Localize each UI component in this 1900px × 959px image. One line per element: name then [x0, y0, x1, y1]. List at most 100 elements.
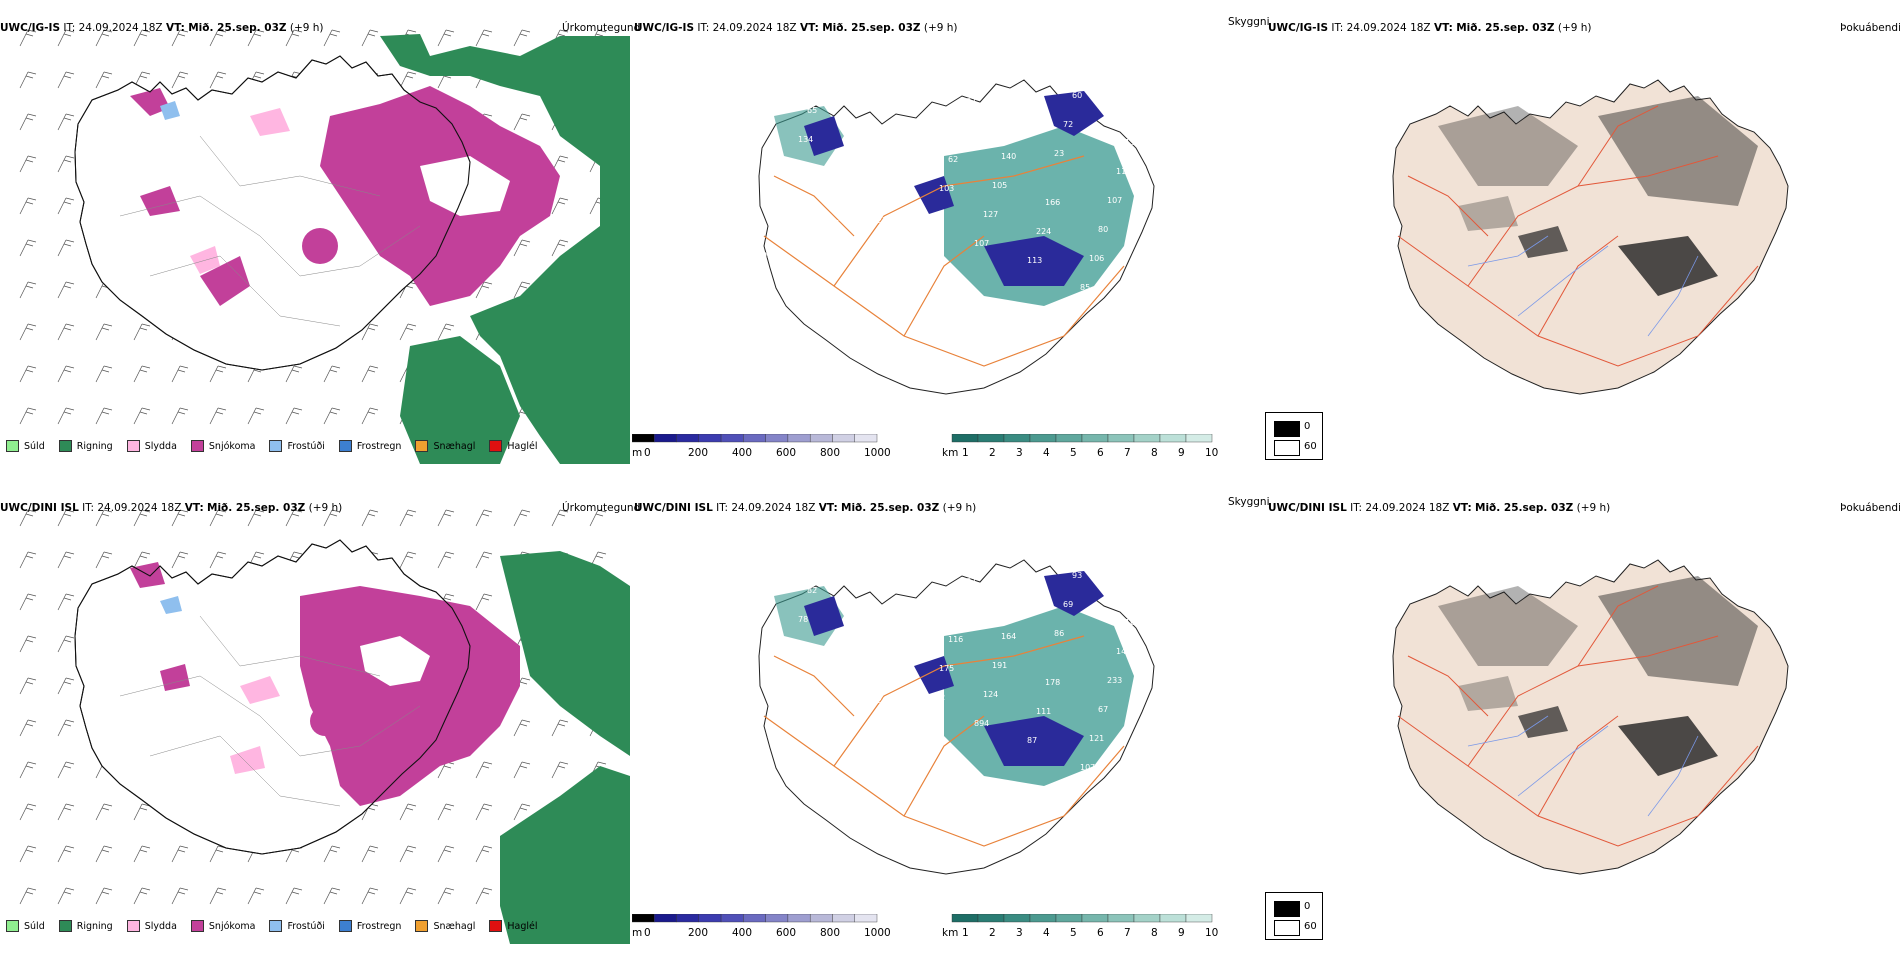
- legend-swatch: [58, 920, 72, 932]
- road: [833, 635, 1085, 767]
- cloud-height-label: 36: [957, 126, 967, 135]
- wind-barb: [209, 71, 227, 89]
- legend-label: Rigning: [76, 920, 113, 932]
- legend-swatch: [126, 920, 140, 932]
- cloud-height-label: 107: [1107, 196, 1122, 205]
- visibility-color-step: [1055, 433, 1083, 443]
- wind-barb: [209, 29, 227, 47]
- cloud-height-label: 38: [806, 277, 816, 286]
- wind-barb: [19, 677, 37, 695]
- cloud-height-label: 191: [992, 661, 1007, 670]
- wind-barb: [209, 887, 227, 905]
- cloud-height-label: 69: [771, 222, 781, 231]
- legend-swatch: [338, 920, 352, 932]
- cloud-height-label: 118: [842, 161, 857, 170]
- wind-barb: [361, 365, 379, 383]
- cloud-height-label: 112: [895, 158, 910, 167]
- fog-area: [1438, 106, 1578, 186]
- rivers: [1467, 715, 1699, 817]
- header-row1-cloud: UWC/IG-IS IT: 24.09.2024 18Z VT: Mið. 25…: [634, 22, 958, 34]
- legend-swatch: [190, 440, 204, 452]
- wind-barb: [19, 887, 37, 905]
- cloud-height-label: 87: [966, 97, 976, 106]
- wind-barb: [551, 239, 569, 257]
- cloud-height-label: 111: [1036, 707, 1051, 716]
- fog-key-swatch-light: [1274, 920, 1300, 936]
- ceiling-color-step: [698, 433, 722, 443]
- legend-swatch: [489, 440, 503, 452]
- legend-label: Haglél: [507, 920, 538, 932]
- wind-barb: [95, 407, 113, 425]
- legend-label: Frostregn: [356, 440, 402, 452]
- cloud-height-label: 97: [913, 580, 923, 589]
- road: [1397, 235, 1759, 367]
- legend-label: Súld: [24, 440, 45, 452]
- legend-item: Rigning: [58, 440, 113, 452]
- fog-area: [1458, 196, 1518, 231]
- it-value: 24.09.2024 18Z: [97, 502, 182, 514]
- it-label: IT:: [1350, 502, 1363, 514]
- wind-barb: [475, 845, 493, 863]
- road: [1577, 105, 1659, 187]
- legend-label: Slydda: [144, 440, 177, 452]
- wind-barb: [57, 155, 75, 173]
- wind-barb: [19, 197, 37, 215]
- wind-barb: [513, 761, 531, 779]
- fog-key-label: 60: [1304, 441, 1317, 452]
- visibility-tick-label: 8: [1151, 447, 1158, 459]
- cloud-height-label: 81: [1133, 280, 1143, 289]
- cloud-height-label: 65: [807, 106, 817, 115]
- legend-swatch: [6, 920, 19, 932]
- cloud-height-label: 103: [1125, 618, 1140, 627]
- wind-barb: [361, 845, 379, 863]
- vt-value: Mið. 25.sep. 03Z: [841, 502, 940, 514]
- legend-label: Snæhagl: [433, 920, 476, 932]
- ceiling-color-step: [787, 913, 811, 923]
- cloud-height-label: 81: [957, 606, 967, 615]
- legend-item: Frostúði: [269, 440, 325, 452]
- road: [903, 715, 985, 817]
- cloud-height-label: 11: [1116, 167, 1126, 176]
- wind-barb: [361, 887, 379, 905]
- wind-barb: [57, 719, 75, 737]
- wind-barb: [361, 29, 379, 47]
- wind-barb: [475, 551, 493, 569]
- ceiling-color-step: [720, 433, 744, 443]
- lead-time: (+9 h): [308, 502, 343, 514]
- visibility-colorbar-svg: km 1 2 3 4 5 6 7 8 9 10: [942, 913, 1218, 939]
- it-label: IT:: [716, 502, 729, 514]
- model-name: UWC/DINI ISL: [1268, 502, 1347, 514]
- wind-barb: [133, 407, 151, 425]
- legend-swatch: [415, 440, 429, 452]
- ceiling-color-step: [854, 433, 878, 443]
- land: [1392, 79, 1789, 395]
- ceiling-tick-label: 600: [776, 927, 796, 939]
- legend-item: Snæhagl: [415, 920, 475, 932]
- visibility-color-step: [977, 913, 1005, 923]
- cloud-height-label: 80: [1098, 225, 1108, 234]
- it-label: IT:: [63, 22, 76, 34]
- cloud-height-label: 60: [1072, 91, 1082, 100]
- vt-value: Mið. 25.sep. 03Z: [1475, 502, 1574, 514]
- cloud-height-label: 76: [833, 670, 843, 679]
- wind-barb: [285, 509, 303, 527]
- wind-barb: [171, 365, 189, 383]
- cloud-height-label: 110: [815, 728, 830, 737]
- wind-barb: [437, 845, 455, 863]
- model-name: UWC/DINI ISL: [0, 502, 79, 514]
- low-cloud-area: [984, 716, 1084, 766]
- road-network: [763, 155, 1125, 367]
- road: [763, 235, 1125, 367]
- visibility-color-step: [951, 433, 979, 443]
- precip-map: [0, 16, 632, 464]
- legend-item: Rigning: [58, 920, 113, 932]
- wind-barb: [95, 365, 113, 383]
- visibility-tick-label: 8: [1151, 927, 1158, 939]
- legend-item: Frostregn: [338, 440, 402, 452]
- visibility-tick-label: 5: [1070, 927, 1077, 939]
- cloud-height-label: 15: [1125, 138, 1135, 147]
- fog-key-swatch-light: [1274, 440, 1300, 456]
- ceiling-color-step: [765, 433, 789, 443]
- wind-barb: [95, 71, 113, 89]
- wind-barb: [57, 29, 75, 47]
